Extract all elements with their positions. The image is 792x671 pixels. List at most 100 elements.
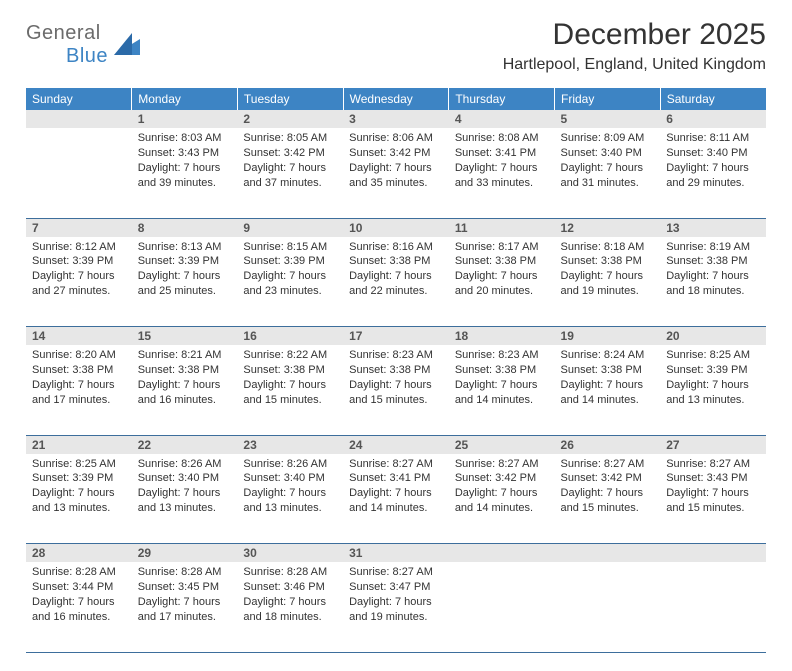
day-number: 21 xyxy=(26,436,132,454)
day-content-cell: Sunrise: 8:28 AMSunset: 3:44 PMDaylight:… xyxy=(26,562,132,652)
daylight-text: Daylight: 7 hours and 18 minutes. xyxy=(666,269,760,299)
daylight-text: Daylight: 7 hours and 29 minutes. xyxy=(666,161,760,191)
daylight-text: Daylight: 7 hours and 14 minutes. xyxy=(349,486,443,516)
day-number: 27 xyxy=(660,436,766,454)
daylight-text: Daylight: 7 hours and 13 minutes. xyxy=(666,378,760,408)
day-number xyxy=(449,544,555,562)
sunset-text: Sunset: 3:46 PM xyxy=(243,580,337,595)
day-details: Sunrise: 8:25 AMSunset: 3:39 PMDaylight:… xyxy=(26,454,132,522)
weekday-header: Monday xyxy=(132,88,238,110)
daylight-text: Daylight: 7 hours and 13 minutes. xyxy=(32,486,126,516)
day-content-cell: Sunrise: 8:15 AMSunset: 3:39 PMDaylight:… xyxy=(237,237,343,327)
day-content-cell: Sunrise: 8:23 AMSunset: 3:38 PMDaylight:… xyxy=(343,345,449,435)
calendar-page: General Blue December 2025 Hartlepool, E… xyxy=(0,0,792,671)
day-number: 10 xyxy=(343,219,449,237)
day-number: 31 xyxy=(343,544,449,562)
day-details: Sunrise: 8:27 AMSunset: 3:42 PMDaylight:… xyxy=(555,454,661,522)
day-details: Sunrise: 8:24 AMSunset: 3:38 PMDaylight:… xyxy=(555,345,661,413)
sunrise-text: Sunrise: 8:15 AM xyxy=(243,240,337,255)
day-number: 17 xyxy=(343,327,449,345)
day-content-cell: Sunrise: 8:19 AMSunset: 3:38 PMDaylight:… xyxy=(660,237,766,327)
daylight-text: Daylight: 7 hours and 15 minutes. xyxy=(666,486,760,516)
day-number-cell: 17 xyxy=(343,327,449,346)
day-number-cell: 24 xyxy=(343,435,449,454)
calendar-table: SundayMondayTuesdayWednesdayThursdayFrid… xyxy=(26,88,766,653)
day-content-row: Sunrise: 8:12 AMSunset: 3:39 PMDaylight:… xyxy=(26,237,766,327)
month-title: December 2025 xyxy=(503,18,766,52)
day-content-row: Sunrise: 8:28 AMSunset: 3:44 PMDaylight:… xyxy=(26,562,766,652)
daylight-text: Daylight: 7 hours and 14 minutes. xyxy=(455,486,549,516)
day-details: Sunrise: 8:27 AMSunset: 3:41 PMDaylight:… xyxy=(343,454,449,522)
day-content-cell: Sunrise: 8:27 AMSunset: 3:42 PMDaylight:… xyxy=(555,454,661,544)
day-number: 30 xyxy=(237,544,343,562)
day-details: Sunrise: 8:28 AMSunset: 3:46 PMDaylight:… xyxy=(237,562,343,630)
day-number-cell: 5 xyxy=(555,110,661,128)
day-number-cell: 7 xyxy=(26,218,132,237)
day-content-row: Sunrise: 8:20 AMSunset: 3:38 PMDaylight:… xyxy=(26,345,766,435)
sunrise-text: Sunrise: 8:19 AM xyxy=(666,240,760,255)
day-number-cell: 26 xyxy=(555,435,661,454)
daylight-text: Daylight: 7 hours and 15 minutes. xyxy=(243,378,337,408)
sunset-text: Sunset: 3:42 PM xyxy=(349,146,443,161)
day-details: Sunrise: 8:23 AMSunset: 3:38 PMDaylight:… xyxy=(343,345,449,413)
day-details: Sunrise: 8:28 AMSunset: 3:44 PMDaylight:… xyxy=(26,562,132,630)
day-number-cell: 9 xyxy=(237,218,343,237)
day-number: 1 xyxy=(132,110,238,128)
day-content-cell: Sunrise: 8:17 AMSunset: 3:38 PMDaylight:… xyxy=(449,237,555,327)
sunset-text: Sunset: 3:38 PM xyxy=(561,363,655,378)
brand-logo: General Blue xyxy=(26,18,140,68)
sunset-text: Sunset: 3:40 PM xyxy=(666,146,760,161)
day-number-cell xyxy=(660,544,766,563)
daylight-text: Daylight: 7 hours and 37 minutes. xyxy=(243,161,337,191)
day-content-cell: Sunrise: 8:22 AMSunset: 3:38 PMDaylight:… xyxy=(237,345,343,435)
daylight-text: Daylight: 7 hours and 15 minutes. xyxy=(349,378,443,408)
day-number: 2 xyxy=(237,110,343,128)
day-details: Sunrise: 8:03 AMSunset: 3:43 PMDaylight:… xyxy=(132,128,238,196)
daylight-text: Daylight: 7 hours and 16 minutes. xyxy=(32,595,126,625)
day-content-row: Sunrise: 8:25 AMSunset: 3:39 PMDaylight:… xyxy=(26,454,766,544)
day-number: 6 xyxy=(660,110,766,128)
title-block: December 2025 Hartlepool, England, Unite… xyxy=(503,18,766,74)
header: General Blue December 2025 Hartlepool, E… xyxy=(26,18,766,74)
sunrise-text: Sunrise: 8:28 AM xyxy=(32,565,126,580)
day-content-cell xyxy=(555,562,661,652)
day-number: 29 xyxy=(132,544,238,562)
logo-part1: General xyxy=(26,22,101,44)
sunset-text: Sunset: 3:43 PM xyxy=(138,146,232,161)
sunrise-text: Sunrise: 8:09 AM xyxy=(561,131,655,146)
day-content-cell: Sunrise: 8:25 AMSunset: 3:39 PMDaylight:… xyxy=(660,345,766,435)
day-number-cell: 14 xyxy=(26,327,132,346)
day-content-cell: Sunrise: 8:28 AMSunset: 3:45 PMDaylight:… xyxy=(132,562,238,652)
day-content-cell: Sunrise: 8:27 AMSunset: 3:43 PMDaylight:… xyxy=(660,454,766,544)
weekday-header: Thursday xyxy=(449,88,555,110)
daylight-text: Daylight: 7 hours and 16 minutes. xyxy=(138,378,232,408)
sunset-text: Sunset: 3:39 PM xyxy=(666,363,760,378)
day-number: 9 xyxy=(237,219,343,237)
logo-text: General Blue xyxy=(26,22,108,68)
day-number: 14 xyxy=(26,327,132,345)
day-details: Sunrise: 8:22 AMSunset: 3:38 PMDaylight:… xyxy=(237,345,343,413)
sunrise-text: Sunrise: 8:26 AM xyxy=(138,457,232,472)
day-number-cell: 18 xyxy=(449,327,555,346)
day-number-cell: 4 xyxy=(449,110,555,128)
day-number: 13 xyxy=(660,219,766,237)
day-number-cell: 21 xyxy=(26,435,132,454)
sunrise-text: Sunrise: 8:13 AM xyxy=(138,240,232,255)
day-content-cell: Sunrise: 8:18 AMSunset: 3:38 PMDaylight:… xyxy=(555,237,661,327)
day-details: Sunrise: 8:27 AMSunset: 3:47 PMDaylight:… xyxy=(343,562,449,630)
sunrise-text: Sunrise: 8:17 AM xyxy=(455,240,549,255)
sunset-text: Sunset: 3:45 PM xyxy=(138,580,232,595)
sunrise-text: Sunrise: 8:27 AM xyxy=(455,457,549,472)
day-number: 18 xyxy=(449,327,555,345)
day-details: Sunrise: 8:11 AMSunset: 3:40 PMDaylight:… xyxy=(660,128,766,196)
sunrise-text: Sunrise: 8:28 AM xyxy=(138,565,232,580)
day-content-cell xyxy=(26,128,132,218)
day-number-cell: 20 xyxy=(660,327,766,346)
sunrise-text: Sunrise: 8:25 AM xyxy=(666,348,760,363)
day-content-cell: Sunrise: 8:13 AMSunset: 3:39 PMDaylight:… xyxy=(132,237,238,327)
sunrise-text: Sunrise: 8:06 AM xyxy=(349,131,443,146)
sunset-text: Sunset: 3:39 PM xyxy=(138,254,232,269)
day-number: 11 xyxy=(449,219,555,237)
sunrise-text: Sunrise: 8:21 AM xyxy=(138,348,232,363)
sunrise-text: Sunrise: 8:03 AM xyxy=(138,131,232,146)
